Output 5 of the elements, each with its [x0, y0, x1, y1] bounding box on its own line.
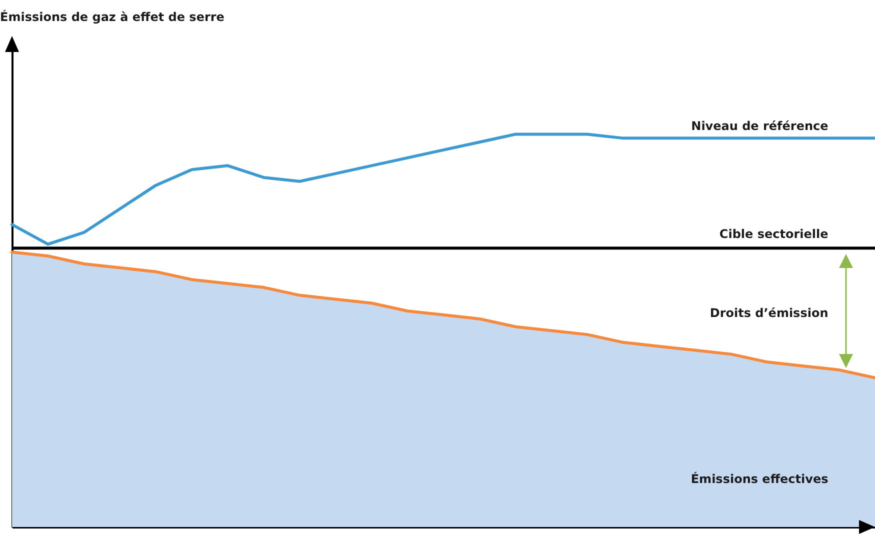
ref-line-label: Cible sectorielle	[719, 227, 828, 242]
chart-title: Émissions de gaz à effet de serre	[0, 9, 224, 24]
annotation: Droits d’émission	[710, 306, 828, 320]
series-label: Émissions effectives	[690, 471, 828, 486]
series-label: Niveau de référence	[691, 119, 828, 134]
